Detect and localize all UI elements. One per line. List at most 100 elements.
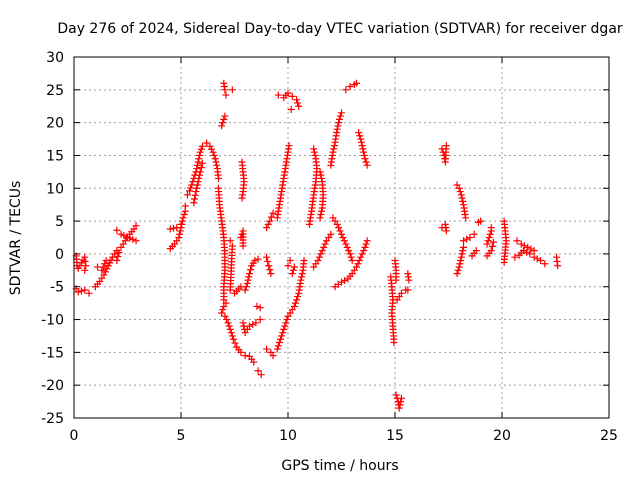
data-point bbox=[537, 256, 545, 264]
data-point bbox=[333, 220, 341, 228]
data-point bbox=[85, 289, 93, 297]
data-point bbox=[183, 191, 191, 199]
data-point bbox=[226, 325, 234, 333]
data-point bbox=[266, 266, 274, 274]
data-point bbox=[203, 139, 211, 147]
data-point bbox=[527, 245, 535, 253]
data-point bbox=[274, 91, 282, 99]
data-point bbox=[526, 250, 534, 258]
data-point bbox=[352, 79, 360, 87]
data-point bbox=[486, 230, 494, 238]
data-point bbox=[298, 270, 306, 278]
data-point bbox=[487, 224, 495, 232]
data-point bbox=[254, 367, 262, 375]
y-tick-label: 25 bbox=[46, 83, 64, 99]
data-point bbox=[360, 151, 368, 159]
data-point bbox=[101, 260, 109, 268]
data-point bbox=[392, 276, 400, 284]
data-point bbox=[228, 86, 236, 94]
data-point bbox=[254, 255, 262, 263]
data-point bbox=[226, 237, 234, 245]
data-point bbox=[290, 302, 298, 310]
data-point bbox=[361, 155, 369, 163]
data-point bbox=[282, 319, 290, 327]
data-point bbox=[99, 263, 107, 271]
data-point bbox=[195, 174, 203, 182]
data-point bbox=[226, 286, 234, 294]
data-point bbox=[457, 256, 465, 264]
data-point bbox=[129, 235, 137, 243]
data-point bbox=[341, 276, 349, 284]
data-point bbox=[524, 243, 532, 251]
data-point bbox=[360, 247, 368, 255]
data-point bbox=[343, 243, 351, 251]
data-point bbox=[74, 288, 82, 296]
data-point bbox=[470, 230, 478, 238]
data-point bbox=[221, 86, 229, 94]
data-point bbox=[284, 89, 292, 97]
data-point bbox=[317, 250, 325, 258]
data-point bbox=[456, 188, 464, 196]
data-point bbox=[355, 128, 363, 136]
data-point bbox=[348, 256, 356, 264]
data-point bbox=[191, 191, 199, 199]
data-point bbox=[288, 92, 296, 100]
data-point bbox=[318, 204, 326, 212]
data-point bbox=[176, 227, 184, 235]
data-point bbox=[170, 224, 178, 232]
data-point bbox=[457, 191, 465, 199]
data-point bbox=[327, 230, 335, 238]
data-point bbox=[335, 119, 343, 127]
x-tick-label: 5 bbox=[177, 428, 186, 444]
data-point bbox=[211, 155, 219, 163]
data-point bbox=[275, 339, 283, 347]
data-point bbox=[334, 122, 342, 130]
data-point bbox=[541, 260, 549, 268]
data-point bbox=[483, 240, 491, 248]
data-point bbox=[314, 256, 322, 264]
data-point bbox=[269, 209, 277, 217]
data-point bbox=[360, 148, 368, 156]
data-point bbox=[113, 226, 121, 234]
data-point bbox=[359, 145, 367, 153]
data-point bbox=[193, 181, 201, 189]
data-point bbox=[487, 247, 495, 255]
data-point bbox=[500, 258, 508, 266]
x-axis-label: GPS time / hours bbox=[281, 458, 398, 474]
data-point bbox=[256, 316, 264, 324]
data-point bbox=[197, 145, 205, 153]
data-point bbox=[442, 227, 450, 235]
data-point bbox=[126, 234, 134, 242]
data-point bbox=[253, 302, 261, 310]
data-point bbox=[198, 159, 206, 167]
data-point bbox=[511, 253, 519, 261]
data-point bbox=[339, 234, 347, 241]
data-point bbox=[243, 279, 251, 287]
data-point bbox=[281, 322, 289, 330]
data-point bbox=[458, 250, 466, 258]
data-point bbox=[293, 96, 301, 104]
data-point bbox=[397, 398, 405, 406]
data-point bbox=[231, 339, 239, 347]
data-point bbox=[176, 230, 184, 238]
data-point bbox=[274, 342, 282, 350]
data-point bbox=[285, 142, 293, 150]
data-point bbox=[219, 119, 227, 127]
data-point bbox=[336, 227, 344, 235]
data-point bbox=[318, 174, 326, 182]
data-point bbox=[222, 91, 230, 99]
data-point bbox=[213, 161, 221, 169]
data-point bbox=[397, 289, 405, 297]
data-point bbox=[316, 214, 324, 222]
data-point bbox=[363, 237, 371, 245]
data-point bbox=[338, 230, 345, 238]
data-point bbox=[269, 352, 277, 360]
data-point bbox=[264, 257, 272, 265]
data-point bbox=[335, 224, 343, 232]
data-point bbox=[77, 287, 85, 295]
data-point bbox=[81, 286, 89, 294]
data-point bbox=[530, 253, 538, 261]
data-point bbox=[194, 178, 202, 186]
data-point bbox=[198, 142, 206, 150]
data-point bbox=[405, 276, 413, 284]
